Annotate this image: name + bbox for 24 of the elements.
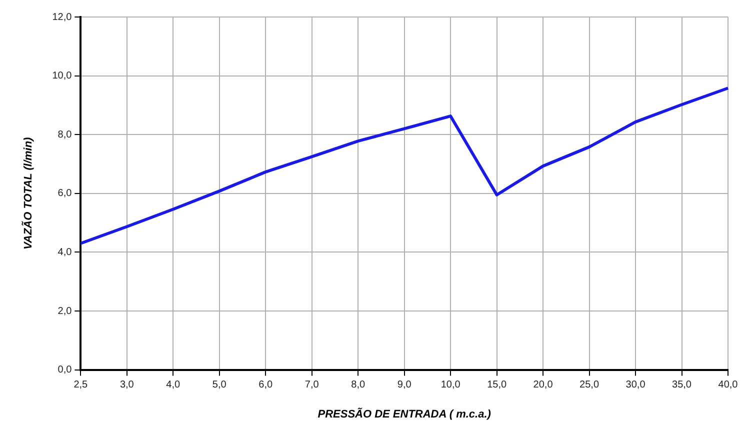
x-tick-label: 2,5: [74, 380, 88, 391]
y-tick-label: 6,0: [58, 188, 72, 200]
y-tick-label: 4,0: [58, 246, 72, 258]
y-tick-label: 8,0: [58, 129, 72, 140]
x-tick-label: 7,0: [304, 380, 320, 391]
x-tick-label: 15,0: [487, 380, 507, 391]
x-tick-label: 3,0: [120, 380, 134, 391]
x-tick-label: 5,0: [212, 380, 227, 391]
x-tick-label: 20,0: [533, 380, 554, 391]
x-tick-label: 6,0: [258, 380, 274, 391]
x-tick-label: 8,0: [351, 380, 366, 391]
x-tick-label: 4,0: [166, 380, 181, 391]
y-tick-label: 2,0: [58, 306, 72, 317]
x-tick-label: 35,0: [672, 380, 692, 391]
y-tick-label: 12,0: [52, 12, 72, 23]
x-tick-label: 40,0: [718, 380, 738, 391]
x-tick-label: 25,0: [580, 380, 600, 391]
y-tick-label: 0,0: [58, 364, 72, 376]
x-tick-label: 30,0: [626, 380, 646, 391]
x-tick-label: 9,0: [397, 380, 412, 391]
x-axis-title: PRESSÃO DE ENTRADA ( m.c.a.): [318, 407, 492, 420]
y-axis-title: VAZÃO TOTAL (l/min): [22, 136, 35, 250]
x-tick-label: 10,0: [440, 380, 461, 391]
y-tick-label: 10,0: [52, 70, 72, 82]
